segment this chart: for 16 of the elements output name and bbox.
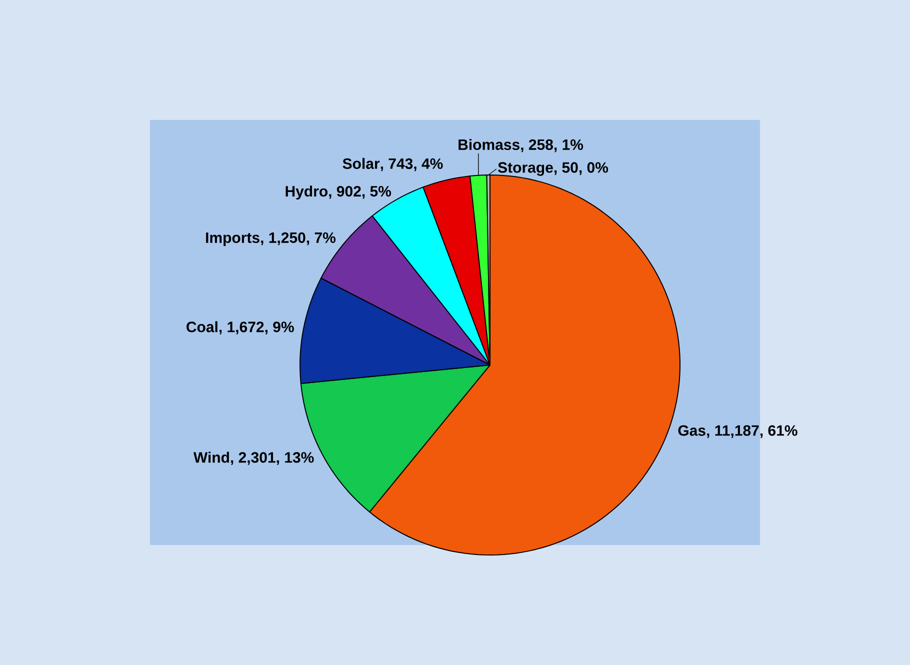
data-label: , 743, 4% (380, 158, 443, 172)
slice-label: Imports (206, 232, 260, 246)
data-label: , 50, 0% (554, 162, 608, 175)
slice-label: Gas (678, 425, 706, 436)
slice-label: Coal (186, 321, 218, 332)
slice-label: Storage (498, 162, 553, 176)
data-label: , 11,187, 61% (707, 425, 798, 438)
slice-label: Hydro (286, 186, 328, 200)
data-label: , 902, 5% (329, 186, 392, 199)
data-label: , 1,672, 9% (219, 322, 294, 334)
slice-label: Wind (193, 452, 229, 463)
data-label: , 1,250, 7% (261, 232, 336, 246)
slice-label: Solar (342, 158, 380, 169)
data-label: , 258, 1% (521, 139, 584, 152)
slice-label: Biomass (458, 138, 520, 150)
data-label: , 2,301, 13% (230, 452, 314, 465)
